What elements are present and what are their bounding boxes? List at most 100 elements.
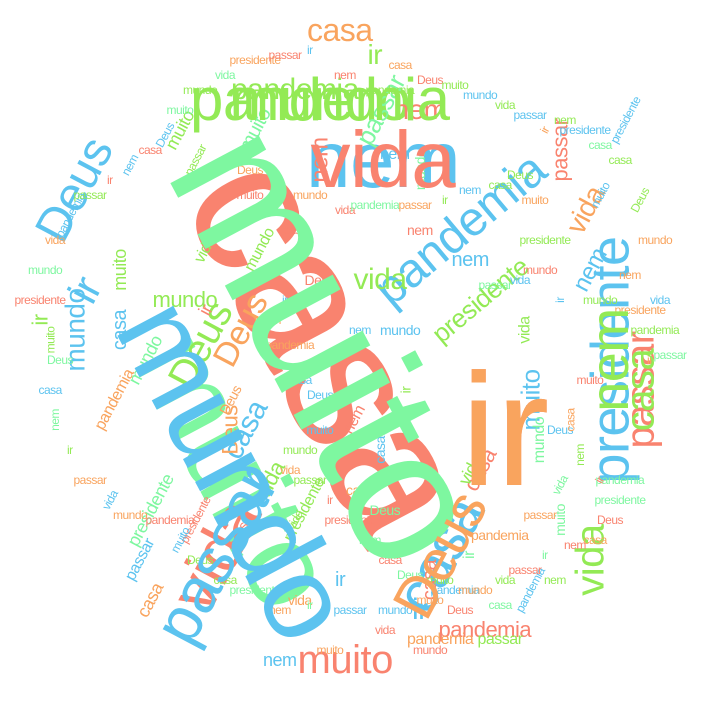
word-ir: ir [442, 193, 448, 207]
word-casa: casa [378, 553, 403, 567]
word-casa: casa [588, 138, 613, 152]
word-deus: Deus [507, 168, 534, 182]
word-muito: muito [426, 573, 454, 587]
word-mundo: mundo [583, 293, 618, 307]
word-casa: casa [346, 482, 374, 498]
word-nem: nem [572, 444, 587, 466]
word-vida: vida [215, 68, 236, 82]
word-presidente: presidente [229, 583, 282, 597]
word-mundo: mundo [638, 233, 673, 247]
word-ir: ir [412, 593, 428, 626]
word-mundo: mundo [152, 287, 218, 312]
word-nem: nem [554, 113, 576, 127]
word-casa: casa [488, 178, 513, 192]
word-pandemia: pandemia [471, 527, 529, 543]
word-deus: Deus [369, 502, 401, 518]
word-passar: passar [333, 603, 368, 617]
word-deus: Deus [304, 272, 336, 288]
word-ir: ir [461, 340, 549, 519]
word-vida: vida [288, 592, 312, 608]
word-mundo: mundo [113, 508, 148, 522]
word-vida: vida [45, 233, 66, 247]
word-deus: Deus [547, 423, 574, 437]
word-muito: muito [109, 249, 130, 291]
word-nem: nem [407, 222, 433, 238]
word-nem: nem [334, 68, 356, 82]
word-muito: muito [306, 423, 334, 437]
word-ir: ir [461, 340, 549, 519]
word-mundo: mundo [293, 188, 328, 202]
word-pandemia: pandemia [350, 198, 400, 212]
word-passar: passar [477, 631, 524, 648]
word-mundo: mundo [380, 322, 421, 338]
word-casa: casa [563, 408, 578, 432]
word-pandemia: pandemia [595, 473, 645, 487]
word-casa: casa [583, 533, 608, 547]
word-casa: casa [138, 143, 163, 157]
word-pandemia: pandemia [438, 617, 532, 642]
word-ir: ir [367, 39, 383, 70]
word-nem: nem [306, 115, 461, 204]
word-nem: nem [118, 152, 142, 178]
word-passar: passar [293, 473, 328, 487]
word-nem: nem [349, 323, 371, 337]
word-casa: casa [617, 348, 662, 432]
word-mundo: mundo [229, 66, 411, 133]
word-casa: casa [38, 383, 63, 397]
word-deus: Deus [47, 353, 74, 367]
word-deus: Deus [447, 603, 474, 617]
word-passar: passar [73, 473, 108, 487]
word-casa: casa [283, 223, 308, 237]
word-muito: muito [42, 326, 57, 354]
word-pandemia: pandemia [265, 338, 315, 352]
word-ir: ir [67, 443, 73, 457]
word-vida: vida [495, 573, 516, 587]
word-pandemia: pandemia [630, 323, 680, 337]
word-muito: muito [297, 638, 394, 682]
word-vida: vida [549, 472, 571, 498]
word-passar: passar [398, 198, 433, 212]
word-deus: Deus [307, 388, 334, 402]
word-passar: passar [523, 508, 558, 522]
word-casa: casa [213, 573, 238, 587]
word-ir: ir [327, 493, 333, 507]
word-presidente: presidente [229, 53, 282, 67]
word-passar: passar [653, 348, 688, 362]
word-nem: nem [451, 249, 490, 271]
word-nem: nem [393, 94, 447, 125]
word-muito: muito [576, 373, 604, 387]
word-ir: ir [552, 297, 567, 303]
word-vida: vida [495, 98, 516, 112]
word-mundo: mundo [183, 83, 218, 97]
word-muito: muito [521, 193, 549, 207]
word-ir: ir [27, 314, 53, 326]
word-ir: ir [307, 43, 313, 57]
word-pandemia: pandemia [430, 583, 480, 597]
word-mundo: mundo [523, 263, 558, 277]
word-presidente: presidente [14, 293, 67, 307]
word-deus: Deus [627, 185, 653, 215]
word-nem: nem [359, 533, 381, 547]
word-pandemia: pandemia [145, 513, 195, 527]
word-presidente: presidente [606, 94, 644, 146]
word-casa: casa [388, 58, 413, 72]
word-casa: casa [288, 373, 313, 387]
word-pandemia: pandemia [407, 631, 474, 648]
word-vida: vida [310, 115, 456, 204]
word-nem: nem [259, 313, 281, 327]
word-mundo: mundo [413, 643, 448, 657]
word-muito: muito [316, 643, 344, 657]
word-nem: nem [619, 268, 641, 282]
word-casa: casa [307, 12, 373, 48]
word-ir: ir [647, 353, 653, 367]
word-mundo: mundo [463, 88, 498, 102]
word-mundo: mundo [378, 603, 413, 617]
word-vida: vida [335, 203, 356, 217]
word-passar: passar [268, 48, 303, 62]
word-deus: Deus [187, 553, 214, 567]
word-presidente: presidente [519, 233, 572, 247]
word-casa: casa [608, 153, 633, 167]
word-pandemia: pandemia [365, 83, 415, 97]
word-nem: nem [544, 573, 566, 587]
